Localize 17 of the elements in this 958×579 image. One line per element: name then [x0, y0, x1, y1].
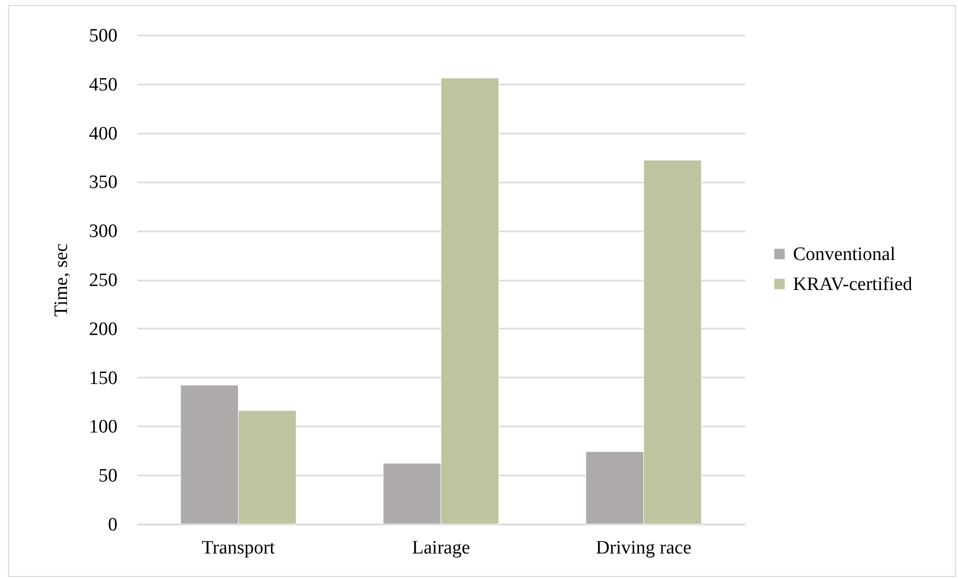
y-tick-label: 300 — [89, 221, 118, 242]
y-tick-label: 250 — [89, 270, 118, 291]
y-tick-label: 200 — [89, 318, 118, 340]
y-tick-label: 150 — [89, 368, 118, 389]
y-axis-title: Time, sec — [51, 243, 72, 317]
legend-label: KRAV-certified — [793, 274, 913, 295]
y-tick-label: 50 — [98, 466, 118, 487]
x-tick-label: Driving race — [596, 538, 692, 558]
legend-label: Conventional — [793, 244, 896, 265]
y-tick-label: 450 — [89, 74, 118, 96]
y-tick-label: 0 — [108, 514, 118, 536]
x-tick-label: Lairage — [412, 538, 470, 558]
y-tick-label: 350 — [89, 172, 118, 194]
x-tick-label: Transport — [202, 538, 276, 558]
y-tick-label: 400 — [89, 123, 118, 144]
y-tick-label: 500 — [89, 26, 118, 46]
y-tick-label: 100 — [89, 416, 118, 438]
